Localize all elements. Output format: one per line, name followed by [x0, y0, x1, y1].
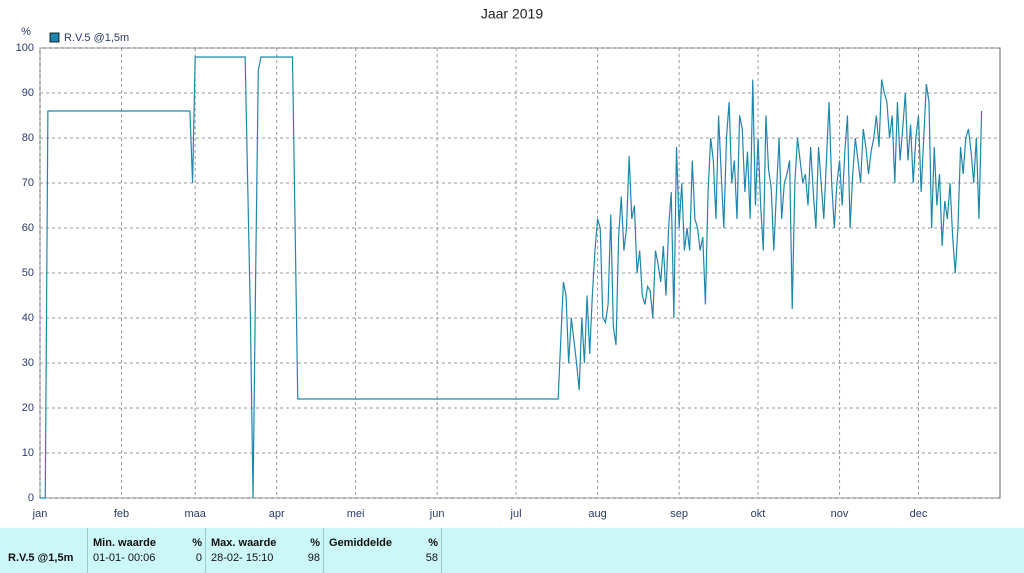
y-tick-label: 30 [22, 357, 34, 369]
y-tick-label: 70 [22, 177, 34, 189]
separator [323, 528, 324, 573]
y-axis-label: % [21, 26, 31, 38]
chart: Jaar 2019 % 0 10 20 30 40 50 60 70 80 90 100 jan feb… [16, 6, 1001, 520]
time: 28-02- 15:10 [211, 552, 274, 564]
y-tick-label: 90 [22, 87, 34, 99]
x-tick-label: jan [32, 508, 48, 520]
value: 58 [425, 552, 438, 564]
x-tick-label: maa [184, 508, 206, 520]
chart-title: Jaar 2019 [481, 6, 543, 22]
x-tick-label: okt [751, 508, 766, 520]
y-tick-label: 20 [22, 402, 34, 414]
column-unit: % [192, 537, 202, 549]
time: 01-01- 00:06 [93, 552, 156, 564]
y-tick-label: 40 [22, 312, 34, 324]
x-tick-label: sep [670, 508, 688, 520]
data-line [40, 56, 983, 499]
x-tick-label: apr [269, 508, 285, 520]
x-tick-label: mei [347, 508, 365, 520]
x-tick-label: jul [510, 508, 522, 520]
y-tick-label: 0 [28, 492, 34, 504]
x-tick-label: feb [114, 508, 129, 520]
y-tick-label: 60 [22, 222, 34, 234]
column-unit: % [428, 537, 438, 549]
separator [441, 528, 442, 573]
x-tick-label: nov [831, 508, 849, 520]
x-tick-label: aug [588, 508, 606, 520]
summary-table: R.V.5 @1,5m Min. waarde% 01-01- 00:06 0 Max… [0, 528, 1024, 573]
column-label: Max. waarde [211, 537, 277, 549]
y-tick-label: 50 [22, 267, 34, 279]
x-tick-label: jun [429, 508, 445, 520]
column-label: Min. waarde [93, 537, 156, 549]
station: R.V.5 @1,5m [8, 552, 74, 564]
column-label: Gemiddelde [329, 537, 392, 549]
column-unit: % [310, 537, 320, 549]
y-tick-label: 10 [22, 447, 34, 459]
legend-label: R.V.5 @1,5m [64, 32, 129, 44]
separator [87, 528, 88, 573]
x-tick-label: dec [910, 508, 928, 520]
y-tick-label: 100 [16, 42, 34, 54]
value: 0 [195, 552, 202, 564]
legend-swatch [49, 32, 60, 43]
value: 98 [307, 552, 320, 564]
separator [205, 528, 206, 573]
y-tick-label: 80 [22, 132, 34, 144]
